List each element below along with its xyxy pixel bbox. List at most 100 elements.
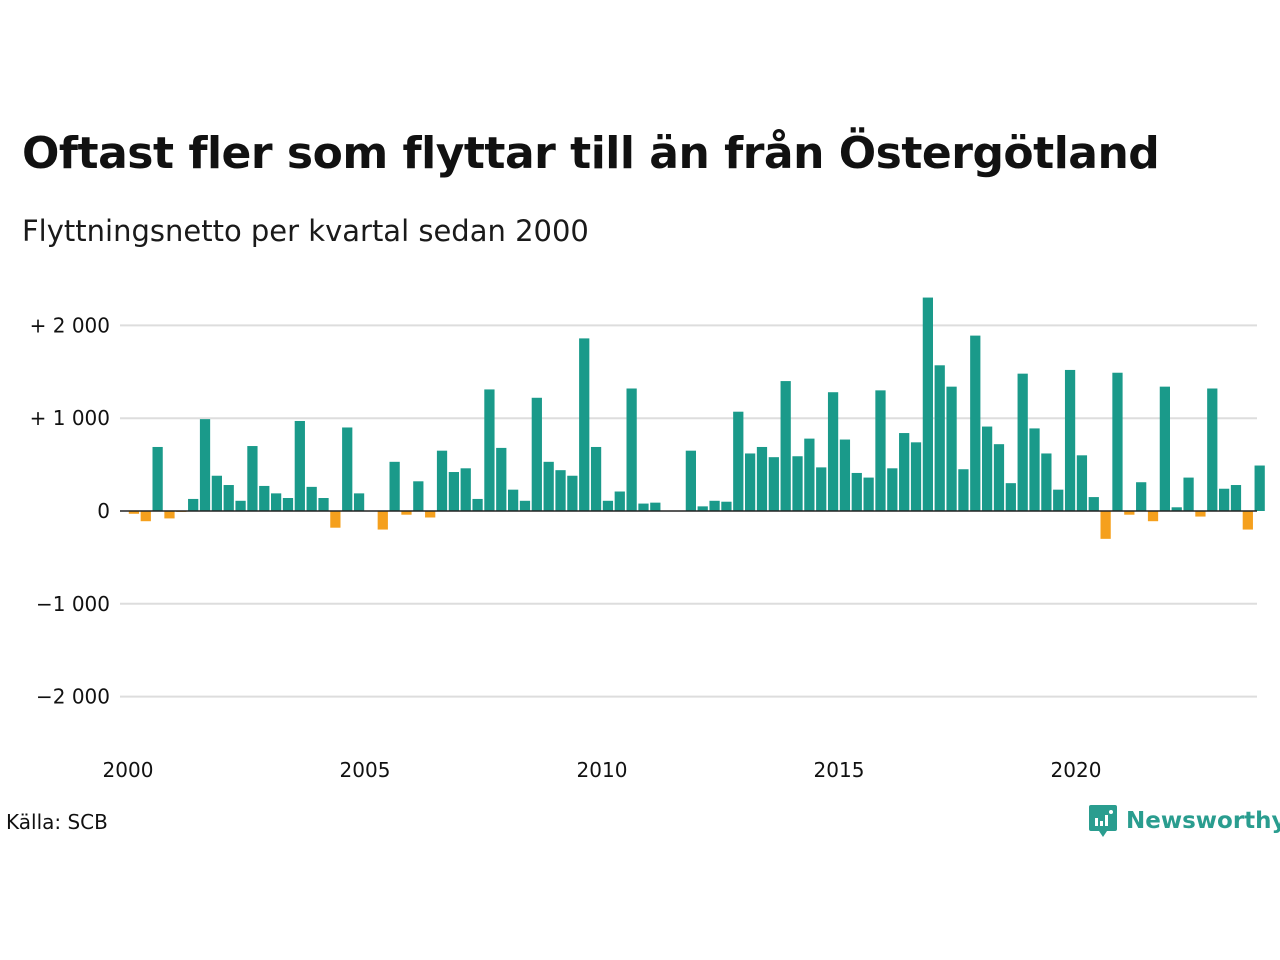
bar [1029, 428, 1040, 511]
bar [199, 419, 211, 511]
chart-title: Oftast fler som flyttar till än från Öst… [22, 128, 1160, 179]
bar [590, 446, 602, 511]
bar [792, 456, 803, 511]
bar [1053, 489, 1064, 511]
source-note: Källa: SCB [6, 810, 108, 834]
bar [827, 392, 839, 511]
bar [839, 439, 851, 511]
bar-chart: + 2 000 + 1 000 0 −1 000 −2 000 2000 2005 2010… [30, 297, 1265, 782]
bar [567, 475, 578, 511]
bar [543, 461, 554, 511]
bar [401, 511, 412, 515]
bar [697, 506, 708, 511]
bar [140, 511, 151, 522]
x-tick-label: 2020 [1051, 758, 1102, 782]
bar [745, 453, 756, 511]
bar [247, 446, 258, 511]
bar [496, 447, 507, 511]
bar [887, 468, 898, 511]
bar [768, 457, 779, 511]
newsworthy-logo-icon [1089, 805, 1117, 837]
bar [425, 511, 436, 518]
bar [1207, 388, 1218, 511]
bar [472, 498, 483, 511]
bar [188, 498, 199, 511]
bar [555, 470, 566, 511]
bar [1254, 465, 1265, 511]
bar [294, 420, 305, 511]
x-tick-label: 2015 [814, 758, 865, 782]
bar [650, 502, 661, 511]
bar [982, 426, 993, 511]
bar [709, 500, 720, 511]
bar [377, 511, 388, 530]
bar [993, 444, 1005, 511]
bar [235, 500, 246, 511]
bar [1219, 488, 1230, 511]
bar [579, 338, 590, 511]
bar [152, 446, 163, 511]
bar [353, 493, 365, 511]
bar [958, 469, 969, 511]
bar [1230, 485, 1242, 511]
bar [614, 491, 625, 511]
bar [721, 501, 732, 511]
bar [259, 485, 270, 511]
bar [460, 468, 471, 511]
bar [638, 503, 649, 511]
bar [1183, 477, 1194, 511]
bar [910, 442, 922, 511]
bar [448, 472, 459, 511]
bar [508, 489, 519, 511]
bar [271, 493, 282, 511]
bar [756, 446, 768, 511]
bar [851, 472, 862, 511]
bar [1112, 372, 1123, 511]
bar [733, 411, 744, 511]
bar [804, 438, 815, 511]
x-tick-label: 2010 [577, 758, 628, 782]
bar [389, 461, 400, 511]
x-axis-labels: 2000 2005 2010 2015 2020 [103, 758, 1102, 782]
y-tick-label: −2 000 [36, 685, 110, 709]
y-tick-label: −1 000 [36, 592, 110, 616]
bar [1005, 483, 1016, 511]
bar [1100, 511, 1111, 539]
bar [863, 477, 874, 511]
bar [602, 500, 614, 511]
bar [1136, 482, 1147, 511]
bar [1124, 511, 1135, 515]
bar [922, 297, 933, 511]
bar [1088, 497, 1099, 511]
bar [128, 511, 140, 514]
bar [685, 450, 696, 511]
bar [519, 500, 531, 511]
bar [946, 386, 957, 511]
bar [223, 485, 234, 511]
chart-subtitle: Flyttningsnetto per kvartal sedan 2000 [22, 214, 589, 248]
bar [484, 389, 495, 511]
bar [1017, 373, 1028, 511]
bar [934, 365, 945, 511]
bar [413, 481, 424, 511]
bar [531, 397, 542, 511]
bar [1159, 386, 1170, 511]
x-tick-label: 2005 [340, 758, 391, 782]
bar [436, 450, 448, 511]
bar [875, 390, 886, 511]
bar [1195, 511, 1206, 517]
brand-name: Newsworthy [1126, 808, 1280, 834]
bar [211, 475, 222, 511]
y-tick-label: + 2 000 [30, 313, 110, 337]
bar [780, 381, 791, 511]
bar [899, 433, 910, 511]
bar [306, 486, 317, 511]
bar [342, 427, 353, 511]
bars [128, 297, 1265, 539]
brand-logo: Newsworthy [1088, 803, 1280, 839]
bar [1041, 453, 1052, 511]
bar [282, 498, 294, 511]
x-tick-label: 2000 [103, 758, 154, 782]
bar [1147, 511, 1159, 522]
bar [1242, 511, 1253, 530]
